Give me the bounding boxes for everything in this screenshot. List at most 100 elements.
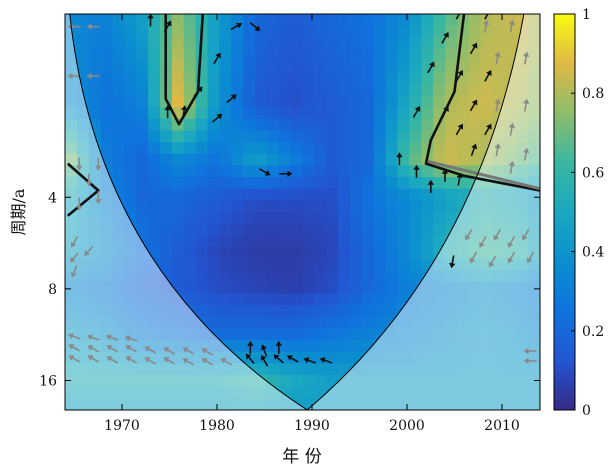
heatmap-cell (338, 142, 351, 155)
phase-arrow (201, 348, 214, 356)
heatmap-cell (231, 363, 244, 376)
heatmap-cell (480, 95, 494, 108)
heatmap-cell (148, 83, 161, 97)
heatmap-cell (255, 281, 268, 295)
heatmap-cell (314, 37, 327, 50)
heatmap-cell (480, 25, 494, 38)
heatmap-cell (183, 118, 197, 132)
heatmap-cell (373, 37, 387, 50)
heatmap-cell (160, 375, 173, 388)
heatmap-cell (76, 107, 90, 120)
heatmap-cell (100, 363, 114, 376)
heatmap-cell (314, 14, 327, 27)
heatmap-cell (136, 72, 149, 85)
heatmap-cell (492, 83, 505, 97)
heatmap-cell (290, 130, 304, 143)
heatmap-cell (445, 37, 458, 50)
heatmap-cell (409, 212, 422, 225)
heatmap-cell (136, 305, 149, 318)
heatmap-cell (183, 153, 197, 167)
heatmap-cell (373, 83, 387, 97)
heatmap-cell (219, 223, 232, 236)
heatmap-cell (171, 398, 185, 410)
heatmap-cell (361, 398, 375, 410)
heatmap-cell (243, 316, 256, 330)
heatmap-cell (100, 25, 114, 38)
heatmap-cell (302, 48, 315, 62)
phase-arrow (86, 72, 100, 80)
heatmap-cell (397, 165, 410, 178)
heatmap-cell (314, 153, 327, 167)
heatmap-cell (219, 235, 232, 248)
phase-arrow (76, 157, 83, 171)
heatmap-cell (314, 177, 327, 190)
heatmap-cell (409, 72, 422, 85)
heatmap-cell (456, 258, 470, 271)
heatmap-cell (243, 258, 256, 271)
heatmap-cell (456, 363, 470, 376)
heatmap-cell (88, 270, 102, 283)
heatmap-cell (219, 177, 232, 190)
heatmap-cell (409, 200, 422, 213)
heatmap-cell (421, 246, 434, 260)
heatmap-cell (456, 305, 470, 318)
heatmap-cell (361, 188, 375, 201)
heatmap-cell (456, 293, 470, 306)
heatmap-cell (528, 223, 540, 236)
heatmap-cell (231, 165, 244, 178)
heatmap-cell (468, 25, 482, 38)
heatmap-cell (243, 48, 256, 62)
heatmap-cell (100, 316, 114, 330)
heatmap-cell (195, 200, 209, 213)
heatmap-cell (88, 246, 102, 260)
heatmap-cell (528, 72, 540, 85)
heatmap-cell (397, 340, 410, 353)
heatmap-cell (278, 142, 292, 155)
heatmap-cell (373, 270, 387, 283)
heatmap-cell (445, 14, 458, 27)
heatmap-cell (183, 130, 197, 143)
heatmap-cell (65, 188, 78, 201)
heatmap-cell (124, 398, 137, 410)
heatmap-cell (397, 223, 410, 236)
heatmap-cell (171, 305, 185, 318)
heatmap-cell (88, 375, 102, 388)
heatmap-cell (528, 398, 540, 410)
heatmap-cell (88, 293, 102, 306)
heatmap-cell (492, 270, 505, 283)
phase-arrow (147, 14, 154, 27)
phase-arrow (85, 173, 93, 187)
heatmap-cell (112, 293, 125, 306)
heatmap-cell (65, 107, 78, 120)
heatmap-cell (195, 398, 209, 410)
heatmap-cell (160, 316, 173, 330)
heatmap-cell (468, 200, 482, 213)
heatmap-cell (528, 37, 540, 50)
heatmap-cell (397, 212, 410, 225)
heatmap-cell (266, 165, 280, 178)
heatmap-cell (76, 130, 90, 143)
phase-arrow (522, 51, 530, 65)
heatmap-cell (100, 398, 114, 410)
heatmap-cell (361, 246, 375, 260)
heatmap-cell (350, 293, 363, 306)
heatmap-cell (65, 153, 78, 167)
heatmap-cell (112, 212, 125, 225)
heatmap-cell (350, 188, 363, 201)
heatmap-cell (528, 351, 540, 365)
heatmap-cell (326, 235, 339, 248)
heatmap-cell (207, 351, 220, 365)
heatmap-cell (207, 398, 220, 410)
heatmap-cell (433, 246, 446, 260)
heatmap-cell (124, 118, 137, 132)
heatmap-cell (231, 316, 244, 330)
heatmap-cell (409, 188, 422, 201)
heatmap-cell (148, 37, 161, 50)
heatmap-cell (171, 25, 185, 38)
heatmap-cell (136, 118, 149, 132)
heatmap-cell (504, 363, 517, 376)
heatmap-cell (338, 188, 351, 201)
heatmap-cell (302, 177, 315, 190)
heatmap-cell (266, 130, 280, 143)
heatmap-cell (266, 305, 280, 318)
